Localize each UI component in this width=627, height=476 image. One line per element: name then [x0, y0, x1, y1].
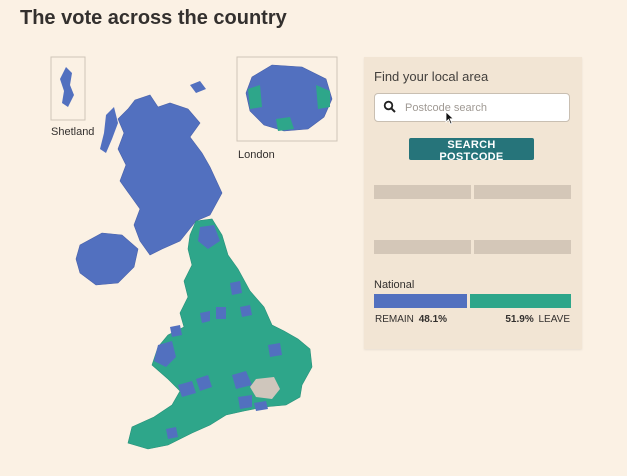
region-remain-newcastle[interactable]: [230, 281, 242, 295]
region-england-wales[interactable]: [127, 218, 313, 450]
remain-legend: REMAIN 48.1%: [374, 314, 448, 325]
region-remain-liverpool[interactable]: [200, 311, 210, 323]
london-inset-boroughs[interactable]: [245, 64, 333, 132]
uk-vote-map[interactable]: Shetland London: [40, 45, 360, 465]
local-area-panel: Find your local area SEARCH POSTCODE Nat…: [364, 57, 582, 349]
region-remain-oxford[interactable]: [232, 371, 252, 389]
region-remain-manchester[interactable]: [216, 307, 226, 319]
remain-value: 48.1%: [418, 314, 448, 325]
national-result-bar: [374, 294, 571, 308]
london-inset-leave-east[interactable]: [316, 85, 330, 109]
page-title: The vote across the country: [20, 7, 287, 29]
panel-heading: Find your local area: [374, 69, 489, 84]
region-orkney[interactable]: [190, 81, 206, 93]
london-inset-leave-south[interactable]: [276, 117, 294, 131]
region-remain-wales-north[interactable]: [170, 325, 182, 337]
mouse-cursor-icon: [445, 111, 455, 125]
uk-map-svg[interactable]: [40, 45, 360, 465]
placeholder-bar: [374, 185, 471, 199]
leave-legend: 51.9% LEAVE: [504, 314, 571, 325]
shetland-label: Shetland: [51, 126, 95, 138]
result-placeholder-row-2: [374, 240, 571, 254]
region-remain-wales-west[interactable]: [154, 341, 176, 367]
remain-label: REMAIN: [375, 314, 414, 325]
placeholder-bar: [474, 240, 571, 254]
region-remain-exeter[interactable]: [166, 427, 178, 439]
london-inset-leave-west[interactable]: [248, 85, 262, 109]
placeholder-bar: [474, 185, 571, 199]
region-remain-brighton[interactable]: [254, 401, 268, 411]
region-london[interactable]: [250, 377, 280, 399]
region-shetland[interactable]: [60, 67, 74, 107]
shetland-inset-frame: [50, 56, 86, 121]
result-placeholder-row-1: [374, 185, 571, 199]
national-label: National: [374, 279, 415, 291]
leave-value: 51.9%: [505, 314, 534, 325]
postcode-search-box[interactable]: [374, 93, 570, 125]
search-icon: [383, 100, 396, 113]
region-remain-cumbria-edge[interactable]: [198, 225, 220, 249]
region-western-isles[interactable]: [100, 107, 118, 153]
leave-label: LEAVE: [538, 314, 571, 325]
region-remain-bristol[interactable]: [196, 375, 212, 391]
postcode-search-input[interactable]: [403, 98, 557, 118]
region-remain-york[interactable]: [240, 305, 252, 317]
search-postcode-button[interactable]: SEARCH POSTCODE: [409, 138, 534, 163]
remain-share-bar: [374, 294, 467, 308]
region-remain-cardiff[interactable]: [178, 381, 196, 397]
region-remain-surrey[interactable]: [238, 395, 252, 409]
leave-share-bar: [470, 294, 571, 308]
placeholder-bar: [374, 240, 471, 254]
region-remain-cambridge[interactable]: [268, 343, 282, 357]
region-northern-ireland[interactable]: [75, 232, 139, 286]
london-inset-frame: [236, 56, 338, 142]
region-scotland[interactable]: [117, 94, 223, 256]
london-label: London: [238, 149, 275, 161]
